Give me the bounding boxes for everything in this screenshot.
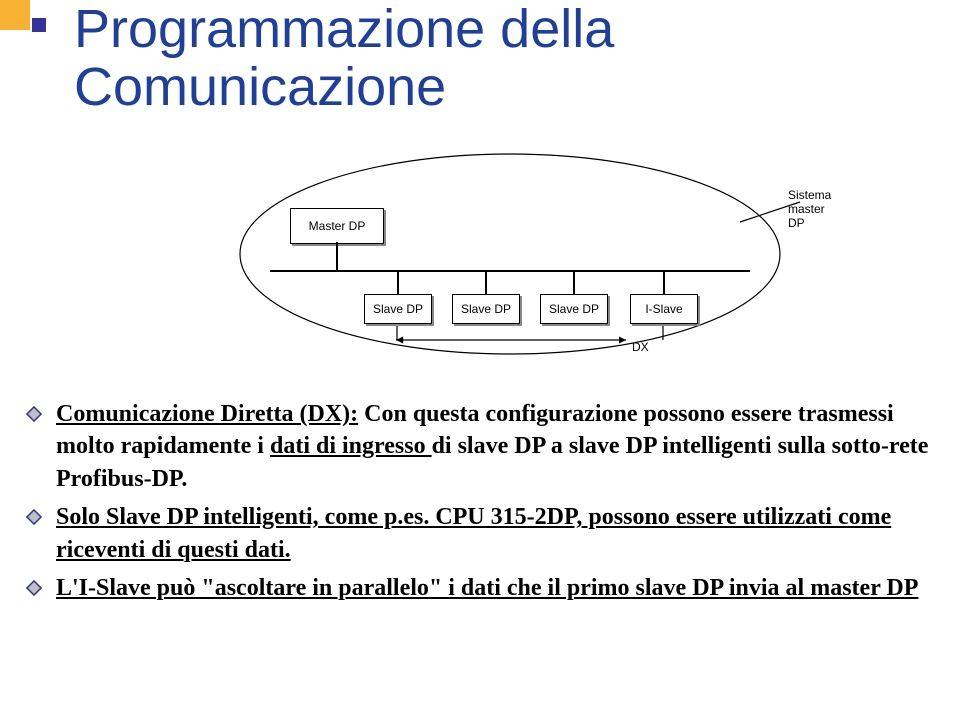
diagram-svg xyxy=(230,144,930,374)
bullet-text-2: L'I-Slave può "ascoltare in parallelo" i… xyxy=(56,572,918,604)
body-text: Comunicazione Diretta (DX): Con questa c… xyxy=(24,398,934,610)
dx-label: DX xyxy=(632,340,649,354)
slave-connector-3 xyxy=(663,272,665,294)
slave-connector-2 xyxy=(573,272,575,294)
slave-box-2: Slave DP xyxy=(540,294,608,324)
slave-box-3: I-Slave xyxy=(630,294,698,324)
diamond-bullet-icon xyxy=(24,507,44,527)
slave-box-1: Slave DP xyxy=(452,294,520,324)
slave-connector-0 xyxy=(397,272,399,294)
slave-connector-1 xyxy=(485,272,487,294)
title-block: Programmazione della Comunicazione xyxy=(74,0,954,117)
diagram-area: Master DP Slave DP Slave DP Slave DP I-Slave… xyxy=(230,144,780,364)
master-dp-box: Master DP xyxy=(290,208,384,244)
diamond-bullet-icon xyxy=(24,404,44,424)
master-connector xyxy=(336,242,338,270)
bullet-text-1: Solo Slave DP intelligenti, come p.es. C… xyxy=(56,501,934,566)
bullet-row-2: L'I-Slave può "ascoltare in parallelo" i… xyxy=(24,572,934,604)
title-line-2: Comunicazione xyxy=(74,58,954,116)
bullet-row-1: Solo Slave DP intelligenti, come p.es. C… xyxy=(24,501,934,566)
bus-line xyxy=(270,270,750,272)
slave-box-0: Slave DP xyxy=(364,294,432,324)
corner-bullet-small xyxy=(32,18,46,32)
bullet-row-0: Comunicazione Diretta (DX): Con questa c… xyxy=(24,398,934,495)
bullet-text-0: Comunicazione Diretta (DX): Con questa c… xyxy=(56,398,934,495)
corner-bullet-large xyxy=(0,0,30,30)
title-line-1: Programmazione della xyxy=(74,0,954,58)
sys-master-label: Sistema master DP xyxy=(788,188,831,230)
diamond-bullet-icon xyxy=(24,578,44,598)
